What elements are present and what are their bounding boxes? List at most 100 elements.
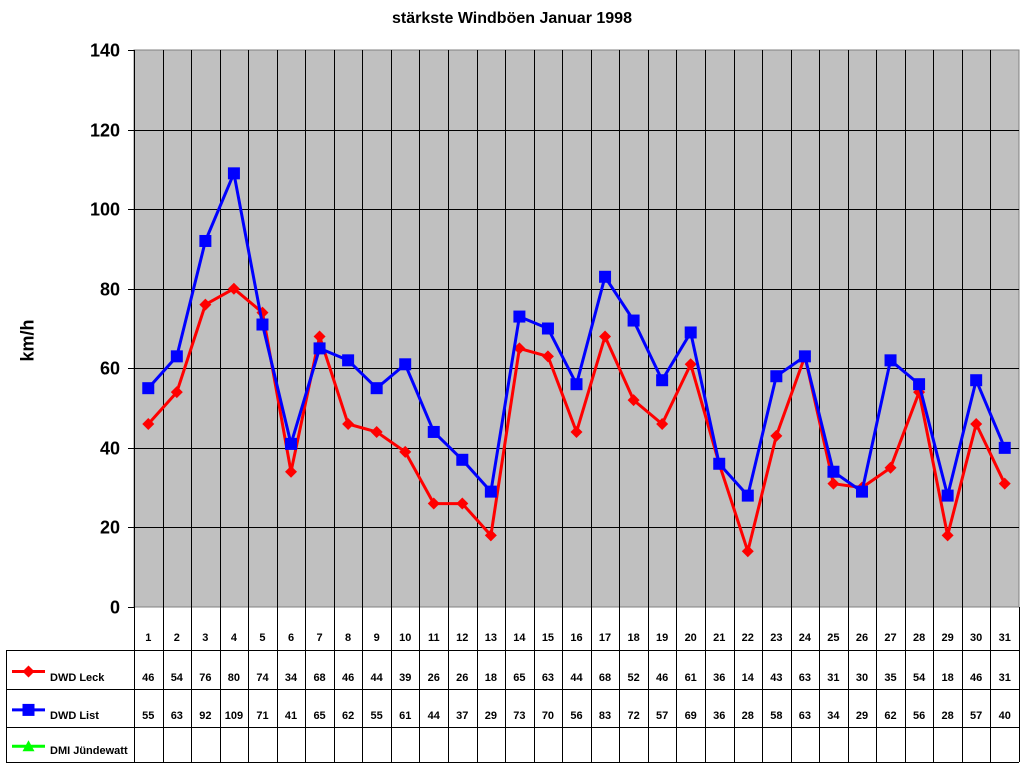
table-value: 44	[428, 710, 441, 722]
diamond-marker-icon	[22, 665, 35, 678]
x-category-label: 28	[913, 632, 925, 644]
x-category-label: 23	[770, 632, 782, 644]
table-value: 61	[685, 672, 697, 684]
table-value: 57	[656, 710, 668, 722]
diamond-marker-icon	[970, 417, 983, 430]
table-value: 80	[228, 672, 240, 684]
table-value: 83	[599, 710, 611, 722]
x-category-label: 27	[884, 632, 896, 644]
diamond-marker-icon	[684, 358, 697, 371]
table-value: 26	[428, 672, 440, 684]
series-layer	[142, 167, 1011, 558]
table-value: 56	[570, 710, 582, 722]
table-value: 63	[799, 710, 811, 722]
square-marker-icon	[427, 425, 440, 438]
y-tick-label: 120	[90, 121, 120, 141]
square-marker-icon	[827, 465, 840, 478]
square-marker-icon	[170, 350, 183, 363]
x-category-label: 30	[970, 632, 982, 644]
diamond-marker-icon	[313, 330, 326, 343]
square-marker-icon	[684, 326, 697, 339]
diamond-marker-icon	[599, 330, 612, 343]
y-tick-label: 40	[100, 439, 120, 459]
table-value: 63	[171, 710, 183, 722]
table-value: 71	[256, 710, 268, 722]
table-value: 56	[913, 710, 925, 722]
table-value: 34	[827, 710, 840, 722]
chart-title: stärkste Windböen Januar 1998	[392, 10, 632, 27]
square-marker-icon	[770, 370, 783, 383]
table-value: 72	[627, 710, 639, 722]
table-value: 30	[856, 672, 868, 684]
table-value: 62	[342, 710, 354, 722]
square-marker-icon	[22, 703, 35, 716]
square-marker-icon	[142, 382, 155, 395]
table-value: 34	[285, 672, 298, 684]
table-value: 68	[599, 672, 611, 684]
x-category-label: 26	[856, 632, 868, 644]
diamond-marker-icon	[513, 342, 526, 355]
x-category-label: 1	[145, 632, 151, 644]
table-value: 18	[485, 672, 497, 684]
x-category-label: 29	[942, 632, 954, 644]
table-value: 46	[142, 672, 154, 684]
diamond-marker-icon	[170, 386, 183, 399]
diamond-marker-icon	[941, 529, 954, 542]
table-value: 44	[570, 672, 583, 684]
x-category-label: 11	[428, 632, 440, 644]
table-value: 46	[656, 672, 668, 684]
square-marker-icon	[599, 270, 612, 283]
diamond-marker-icon	[399, 445, 412, 458]
table-value: 63	[799, 672, 811, 684]
table-value: 28	[742, 710, 754, 722]
diamond-marker-icon	[342, 417, 355, 430]
y-tick-label: 60	[100, 359, 120, 379]
table-value: 31	[999, 672, 1011, 684]
x-category-label: 3	[202, 632, 208, 644]
square-marker-icon	[627, 314, 640, 327]
square-marker-icon	[855, 485, 868, 498]
table-value: 76	[199, 672, 211, 684]
square-marker-icon	[456, 453, 469, 466]
table-value: 18	[942, 672, 954, 684]
table-value: 35	[884, 672, 896, 684]
legend-entry-dwd-leck: DWD Leck 46 54 76 80 74 34 68 46 44 39 26 26 18 65 63 44…	[12, 665, 1011, 684]
x-category-label: 19	[656, 632, 668, 644]
diamond-marker-icon	[541, 350, 554, 363]
square-marker-icon	[541, 322, 554, 335]
table-value: 65	[513, 672, 525, 684]
plot-background	[133, 49, 1020, 608]
x-category-label: 15	[542, 632, 554, 644]
table-value: 41	[285, 710, 297, 722]
x-category-label: 5	[259, 632, 265, 644]
legend-label: DMI Jündewatt	[50, 745, 128, 757]
square-marker-icon	[570, 378, 583, 391]
table-value: 46	[970, 672, 982, 684]
diamond-marker-icon	[227, 282, 240, 295]
square-marker-icon	[941, 489, 954, 502]
x-category-label: 20	[685, 632, 697, 644]
table-value: 44	[371, 672, 384, 684]
y-tick-label: 140	[90, 41, 120, 61]
square-marker-icon	[399, 358, 412, 371]
table-value: 62	[884, 710, 896, 722]
diamond-marker-icon	[285, 465, 298, 478]
x-category-label: 24	[799, 632, 812, 644]
table-value: 68	[313, 672, 325, 684]
legend-label: DWD Leck	[50, 672, 105, 684]
table-value: 52	[627, 672, 639, 684]
table-value: 63	[542, 672, 554, 684]
table-value: 36	[713, 672, 725, 684]
table-value: 92	[199, 710, 211, 722]
legend-entry-dwd-list: DWD List 55 63 92 109 71 41 65 62 55 61 44 37 29 73 70 5…	[12, 703, 1011, 722]
diamond-marker-icon	[142, 417, 155, 430]
table-value: 43	[770, 672, 782, 684]
table-value: 70	[542, 710, 554, 722]
table-value: 109	[225, 710, 243, 722]
table-value: 54	[913, 672, 926, 684]
x-category-label: 10	[399, 632, 411, 644]
square-marker-icon	[370, 382, 383, 395]
diamond-marker-icon	[427, 497, 440, 510]
diamond-marker-icon	[656, 417, 669, 430]
